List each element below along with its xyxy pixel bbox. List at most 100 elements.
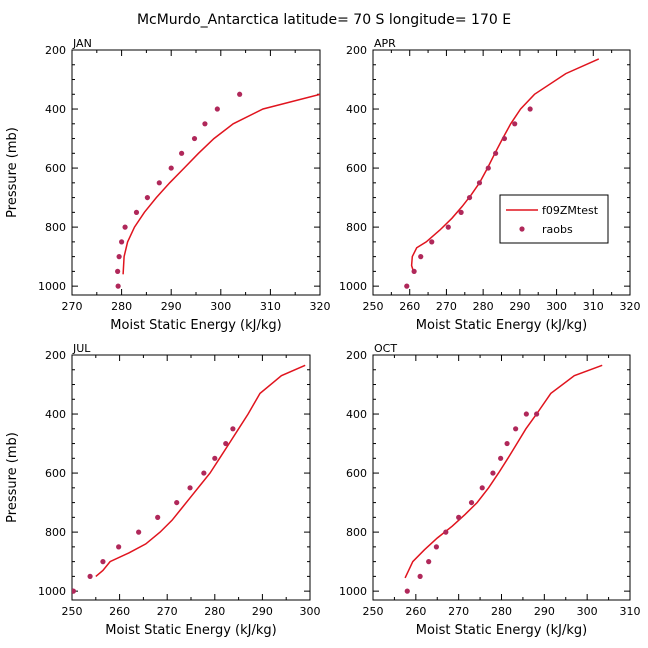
panel-jul-xtick-label: 290 bbox=[252, 605, 273, 618]
panel-jan-obs-point bbox=[202, 121, 208, 127]
panel-oct-xtick-label: 280 bbox=[491, 605, 512, 618]
panel-jan-model-line bbox=[122, 93, 320, 275]
legend-box bbox=[499, 194, 609, 244]
panel-jul-obs-point bbox=[87, 573, 93, 579]
panel-apr-obs-point bbox=[418, 254, 424, 260]
panel-jan-obs-point bbox=[116, 254, 122, 260]
panel-apr-title: APR bbox=[374, 37, 396, 50]
panel-jan: JAN 270 280 290 300 310 320 200 400 600 800 1000 Moi… bbox=[5, 37, 331, 333]
panel-jan-xtick-label: 270 bbox=[62, 300, 83, 313]
panel-oct-obs-point bbox=[479, 485, 485, 491]
panel-jul-xtick-label: 260 bbox=[109, 605, 130, 618]
panel-apr-ytick-label: 400 bbox=[346, 103, 367, 116]
panel-jul-model-line bbox=[95, 364, 306, 577]
panel-oct-ytick-label: 600 bbox=[346, 467, 367, 480]
panel-apr-obs-point bbox=[445, 224, 451, 230]
panel-oct-obs-point bbox=[426, 559, 432, 565]
panel-jan-frame bbox=[71, 49, 321, 296]
panel-apr-obs-point bbox=[476, 180, 483, 186]
panel-jul-obs-point bbox=[187, 485, 193, 491]
panel-jul-obs-point bbox=[223, 440, 229, 447]
panel-jan-ytick-label: 400 bbox=[45, 103, 66, 116]
panel-jul-ytick-label: 200 bbox=[45, 349, 66, 362]
panel-jan-obs-point bbox=[237, 91, 243, 97]
panel-jan-ytick-label: 200 bbox=[45, 44, 66, 57]
panel-oct-obs-point bbox=[468, 499, 475, 506]
panel-oct-obs-point bbox=[417, 573, 423, 579]
panel-jul-xtick-label: 280 bbox=[204, 605, 225, 618]
panel-oct-obs-point bbox=[523, 411, 529, 417]
panel-oct-obs-point bbox=[404, 588, 410, 594]
panel-jul-xtick-label: 270 bbox=[157, 605, 178, 618]
panel-apr-obs-point bbox=[404, 283, 410, 289]
panel-apr-obs-point bbox=[527, 106, 533, 112]
panel-jul-title: JUL bbox=[72, 342, 91, 355]
panel-jul-xtick-label: 250 bbox=[62, 605, 83, 618]
panel-jan-obs-point bbox=[191, 135, 198, 142]
panel-oct-obs-point bbox=[456, 514, 462, 520]
panel-oct-ytick-label: 800 bbox=[346, 526, 367, 539]
panel-jul-obs-point bbox=[230, 426, 236, 432]
panel-jan-xtick-label: 310 bbox=[260, 300, 281, 313]
panel-jul-obs-point bbox=[72, 588, 77, 594]
panel-jul-obs-point bbox=[201, 470, 207, 476]
panel-apr-ytick-label: 800 bbox=[346, 221, 367, 234]
panel-jan-ytick-label: 600 bbox=[45, 162, 66, 175]
panel-apr-xtick-label: 290 bbox=[509, 300, 530, 313]
panel-jul-ytick-label: 600 bbox=[45, 467, 66, 480]
panel-jan-title: JAN bbox=[72, 37, 92, 50]
panel-jan-obs-point bbox=[156, 180, 162, 186]
panel-oct-ytick-label: 200 bbox=[346, 349, 367, 362]
figure-title: McMurdo_Antarctica latitude= 70 S longit… bbox=[137, 12, 511, 28]
panel-oct-xtick-label: 270 bbox=[448, 605, 469, 618]
panel-apr-ytick-label: 600 bbox=[346, 162, 367, 175]
panel-jan-obs-point bbox=[214, 106, 220, 112]
panel-oct-obs-point bbox=[490, 470, 496, 476]
panel-jul: JUL 250 260 270 280 290 300 200 400 600 800 1000 Moi… bbox=[5, 342, 321, 638]
panel-jan-obs-point bbox=[133, 209, 140, 215]
panel-jul-obs-point bbox=[155, 514, 161, 520]
panel-jul-obs-point bbox=[212, 455, 218, 461]
panel-jul-ytick-label: 1000 bbox=[38, 585, 66, 598]
panel-oct-xtick-label: 260 bbox=[405, 605, 426, 618]
panel-jan-obs-point bbox=[168, 165, 174, 171]
panel-jan-obs-point bbox=[179, 150, 185, 156]
panel-apr-obs-point bbox=[466, 194, 473, 201]
panel-oct-title: OCT bbox=[374, 342, 397, 355]
panel-apr-xtick-label: 250 bbox=[363, 300, 384, 313]
panel-apr-ytick-label: 200 bbox=[346, 44, 367, 57]
panel-oct-ytick-label: 400 bbox=[346, 408, 367, 421]
panel-apr-obs-point bbox=[485, 165, 491, 171]
panel-jan-ytick-label: 1000 bbox=[38, 280, 66, 293]
panel-jul-frame bbox=[71, 354, 311, 601]
panel-apr-model-line bbox=[410, 58, 600, 272]
panel-jan-xtick-label: 290 bbox=[161, 300, 182, 313]
panel-jul-ytick-label: 800 bbox=[45, 526, 66, 539]
panel-apr-obs-point bbox=[493, 150, 499, 156]
panel-jul-obs-point bbox=[174, 499, 180, 506]
panel-jan-obs-point bbox=[144, 194, 150, 201]
panel-jul-ytick-label: 400 bbox=[45, 408, 66, 421]
panel-oct: OCT 250 260 270 280 290 300 310 200 400 600 800 1000… bbox=[339, 342, 641, 638]
panel-jul-xtick-label: 300 bbox=[300, 605, 321, 618]
panel-oct-obs-point bbox=[534, 411, 540, 417]
panel-apr-xtick-label: 300 bbox=[546, 300, 567, 313]
panel-apr-xtick-label: 280 bbox=[473, 300, 494, 313]
panel-oct-xtick-label: 250 bbox=[363, 605, 384, 618]
panel-jul-obs-point bbox=[136, 529, 142, 535]
panel-jan-xlabel: Moist Static Energy (kJ/kg) bbox=[110, 318, 281, 333]
panel-apr-xtick-label: 270 bbox=[436, 300, 457, 313]
panel-apr-ytick-label: 1000 bbox=[339, 280, 367, 293]
panel-oct-model-line bbox=[404, 364, 603, 579]
panel-apr-obs-point bbox=[458, 209, 464, 215]
panel-oct-obs-point bbox=[513, 426, 519, 432]
panel-jul-obs-point bbox=[100, 559, 106, 565]
panel-oct-obs-point bbox=[443, 529, 449, 535]
panel-apr-obs-point bbox=[429, 239, 435, 245]
panel-jan-ylabel: Pressure (mb) bbox=[5, 127, 20, 218]
legend-obs-swatch bbox=[519, 226, 525, 232]
legend: f09ZMtest raobs bbox=[499, 194, 609, 244]
panel-oct-xlabel: Moist Static Energy (kJ/kg) bbox=[416, 623, 587, 638]
panel-oct-xtick-label: 290 bbox=[534, 605, 555, 618]
